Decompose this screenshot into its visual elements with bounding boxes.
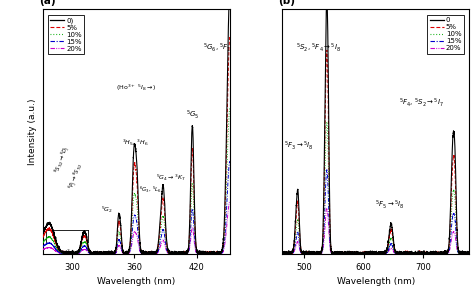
X-axis label: Wavelength (nm): Wavelength (nm): [337, 277, 415, 286]
Text: $^6P_J$$\rightarrow$$^8S_{7/2}$: $^6P_J$$\rightarrow$$^8S_{7/2}$: [66, 161, 87, 191]
Text: Gd$^{3+}$: Gd$^{3+}$: [58, 248, 76, 257]
Text: $^6G_3$, $^5L_6$: $^6G_3$, $^5L_6$: [139, 185, 162, 195]
Text: $^5G_6$, $^5F_1$: $^5G_6$, $^5F_1$: [203, 41, 232, 54]
Text: (a): (a): [39, 0, 55, 6]
Text: $^8S_{7/2}$$\rightarrow$$^6D_J$: $^8S_{7/2}$$\rightarrow$$^6D_J$: [52, 144, 73, 175]
Text: (Ho$^{3+}$ $^5I_8\rightarrow$): (Ho$^{3+}$ $^5I_8\rightarrow$): [116, 83, 156, 93]
X-axis label: Wavelength (nm): Wavelength (nm): [97, 277, 175, 286]
Legend: 0, 5%, 10%, 15%, 20%: 0, 5%, 10%, 15%, 20%: [428, 15, 464, 54]
Text: $^5S_2$, $^5F_4$$\rightarrow$$^5I_8$: $^5S_2$, $^5F_4$$\rightarrow$$^5I_8$: [296, 41, 341, 54]
Text: $^5F_3$$\rightarrow$$^5I_8$: $^5F_3$$\rightarrow$$^5I_8$: [284, 139, 314, 152]
Text: $^5F_4$, $^5S_2$$\rightarrow$$^5I_7$: $^5F_4$, $^5S_2$$\rightarrow$$^5I_7$: [399, 96, 444, 109]
Y-axis label: Intensity (a.u.): Intensity (a.u.): [28, 98, 37, 165]
Text: $^3H_5$, $^3H_6$: $^3H_5$, $^3H_6$: [122, 138, 148, 148]
Text: $^5F_5$$\rightarrow$$^5I_8$: $^5F_5$$\rightarrow$$^5I_8$: [375, 198, 405, 211]
Text: (b): (b): [278, 0, 295, 6]
Legend: 0), 5%, 10%, 15%, 20%: 0), 5%, 10%, 15%, 20%: [48, 15, 84, 54]
Text: $^5G_4$$\rightarrow$$^3K_7$: $^5G_4$$\rightarrow$$^3K_7$: [156, 173, 186, 183]
Text: $^5G_5$: $^5G_5$: [186, 108, 199, 120]
Text: $^5G_2$: $^5G_2$: [101, 204, 113, 214]
